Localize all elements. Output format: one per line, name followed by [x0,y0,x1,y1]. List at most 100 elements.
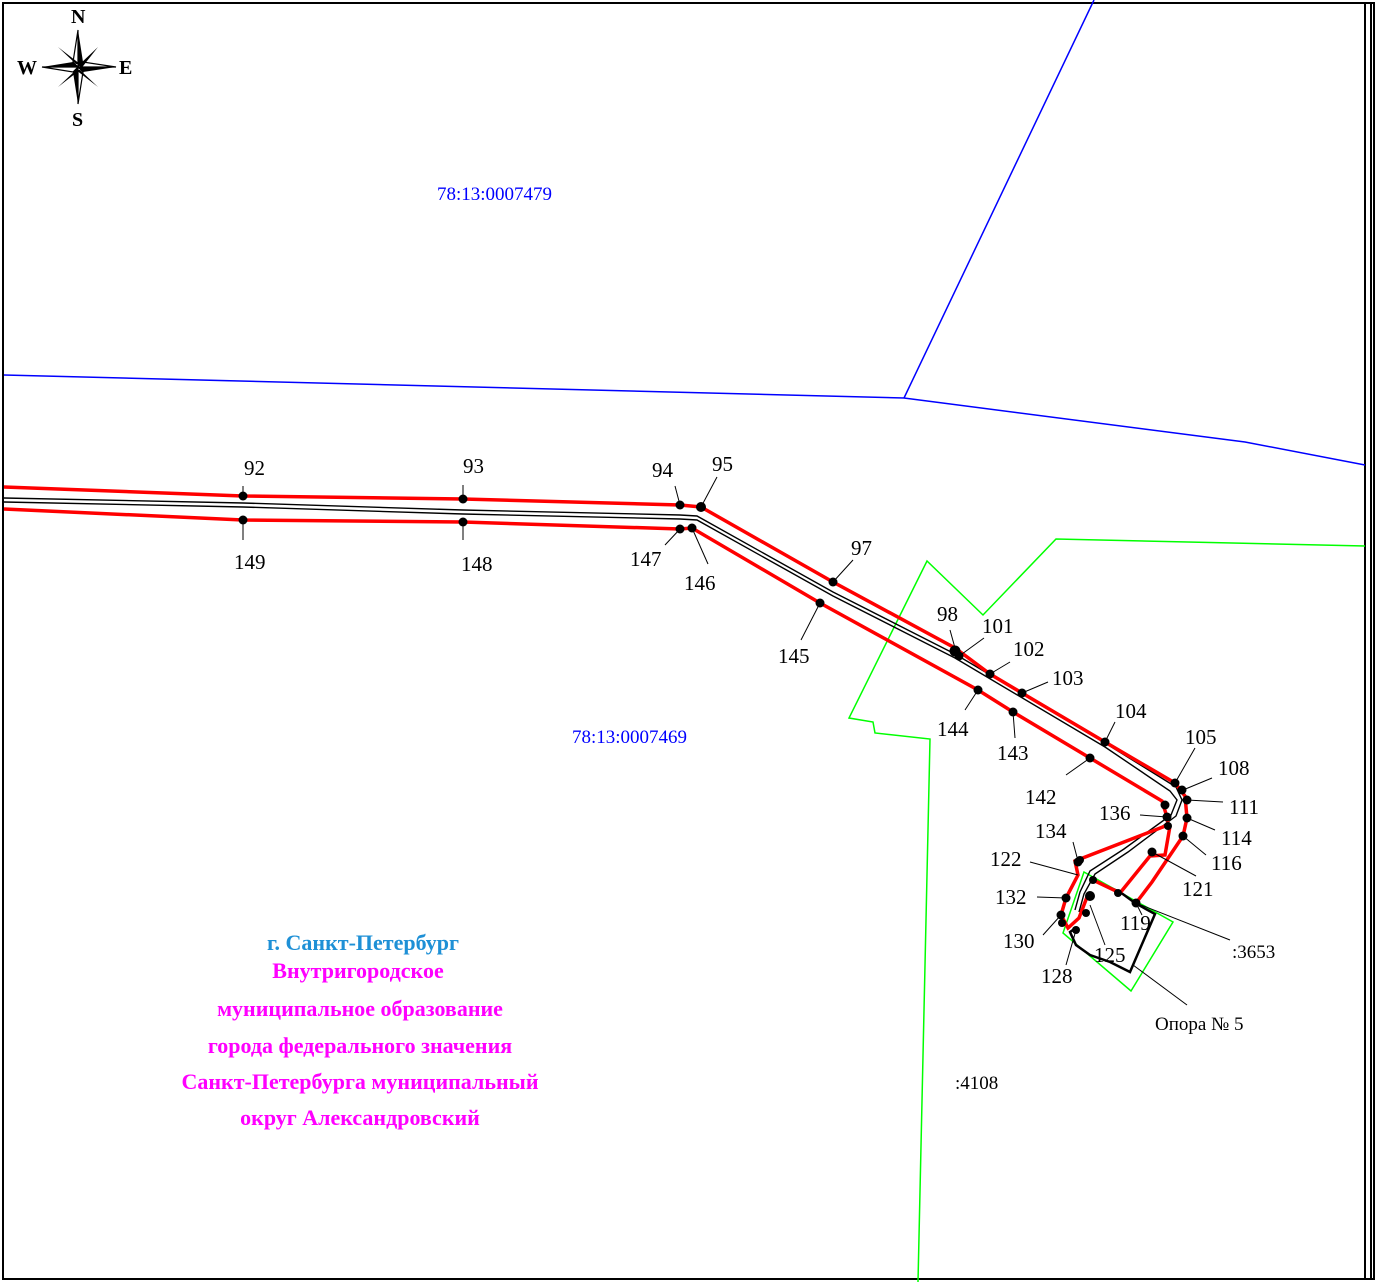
label-114: 114 [1221,826,1252,850]
leader-lines [242,476,1231,1006]
compass-west: W [17,57,37,79]
zone-boundary-north [3,485,1189,905]
municipality-line-3: города федерального значения [208,1033,512,1058]
block-boundary-diagonal [903,0,1095,399]
point-125 [1085,891,1095,901]
point-134 [1076,856,1084,864]
point-122b [1089,876,1097,884]
parcel-label-3653: :3653 [1232,942,1275,963]
label-108: 108 [1218,756,1250,780]
label-121: 121 [1182,877,1214,901]
point-132 [1061,893,1071,903]
label-102: 102 [1013,637,1045,661]
label-132: 132 [995,885,1027,909]
label-104: 104 [1115,699,1147,723]
municipality-line-1: Внутригородское [272,958,444,983]
label-92: 92 [244,456,265,480]
point-119 [1131,898,1141,908]
point-119b [1114,889,1122,897]
label-98: 98 [937,602,958,626]
point-136c [1164,822,1172,830]
label-145: 145 [778,644,810,668]
municipality-line-4: Санкт-Петербурга муниципальный [181,1069,538,1094]
point-125b [1082,909,1090,917]
compass-south: S [72,109,83,131]
label-122: 122 [990,847,1022,871]
label-148: 148 [461,552,493,576]
label-136: 136 [1099,801,1131,825]
label-94: 94 [652,458,674,482]
label-147: 147 [630,547,662,571]
point-136b [1160,800,1170,810]
label-103: 103 [1052,666,1084,690]
label-149: 149 [234,550,266,574]
label-142: 142 [1025,785,1057,809]
label-105: 105 [1185,725,1217,749]
label-143: 143 [997,741,1029,765]
point-114 [1182,813,1192,823]
point-105 [1170,778,1180,788]
point-104 [1100,737,1110,747]
municipality-line-5: округ Александровский [240,1105,480,1130]
label-101: 101 [982,614,1014,638]
point-145 [815,598,825,608]
point-103 [1017,688,1027,698]
parcel-3653-boundary [1062,870,1175,993]
point-128 [1072,926,1080,934]
parcel-4108-boundary [847,538,1366,1282]
point-102 [985,669,995,679]
point-130b [1058,919,1066,927]
point-147 [675,524,685,534]
label-95: 95 [712,452,733,476]
block-label-north: 78:13:0007479 [437,184,552,205]
parcel-label-4108: :4108 [955,1073,998,1094]
point-144 [973,685,983,695]
point-93 [458,494,468,504]
point-97 [828,577,838,587]
point-148 [458,517,468,527]
label-146: 146 [684,571,716,595]
compass-east: E [119,57,132,79]
point-143 [1008,707,1018,717]
point-108 [1177,785,1187,795]
point-136 [1162,812,1172,822]
point-101 [954,651,964,661]
block-boundary-horizontal [3,374,1366,466]
label-93: 93 [463,454,484,478]
support-label: Опора № 5 [1155,1014,1243,1035]
label-128: 128 [1041,964,1073,988]
region-text: г. Санкт-Петербург Внутригородское муниц… [181,930,538,1130]
cadastral-block-boundaries [3,0,1366,466]
point-121 [1147,847,1157,857]
parcel-boundaries [847,538,1366,1282]
zone-boundary-south [3,507,1170,916]
label-97: 97 [851,536,872,560]
cadastral-labels: 78:13:0007479 78:13:0007469 :3653 :4108 … [437,184,1275,1094]
point-130 [1056,910,1066,920]
point-94 [675,500,685,510]
point-labels: 92 93 94 95 97 98 101 102 103 104 105 10… [234,452,1259,988]
compass-north: N [71,6,86,28]
label-144: 144 [937,717,969,741]
point-149 [238,515,248,525]
label-125: 125 [1094,943,1126,967]
point-116 [1178,831,1188,841]
compass-rose-icon: N S E W [17,6,132,131]
point-142 [1085,753,1095,763]
support-outline [1068,878,1157,974]
point-92 [238,491,248,501]
point-111 [1182,795,1192,805]
point-146 [687,523,697,533]
point-95 [696,502,706,512]
label-111: 111 [1229,795,1259,819]
city-label: г. Санкт-Петербург [267,930,459,955]
municipality-line-2: муниципальное образование [217,996,503,1021]
label-134: 134 [1035,819,1067,843]
label-119: 119 [1120,911,1151,935]
block-label-south: 78:13:0007469 [572,727,687,748]
label-116: 116 [1211,851,1242,875]
boundary-points [238,491,1192,934]
label-130: 130 [1003,929,1035,953]
